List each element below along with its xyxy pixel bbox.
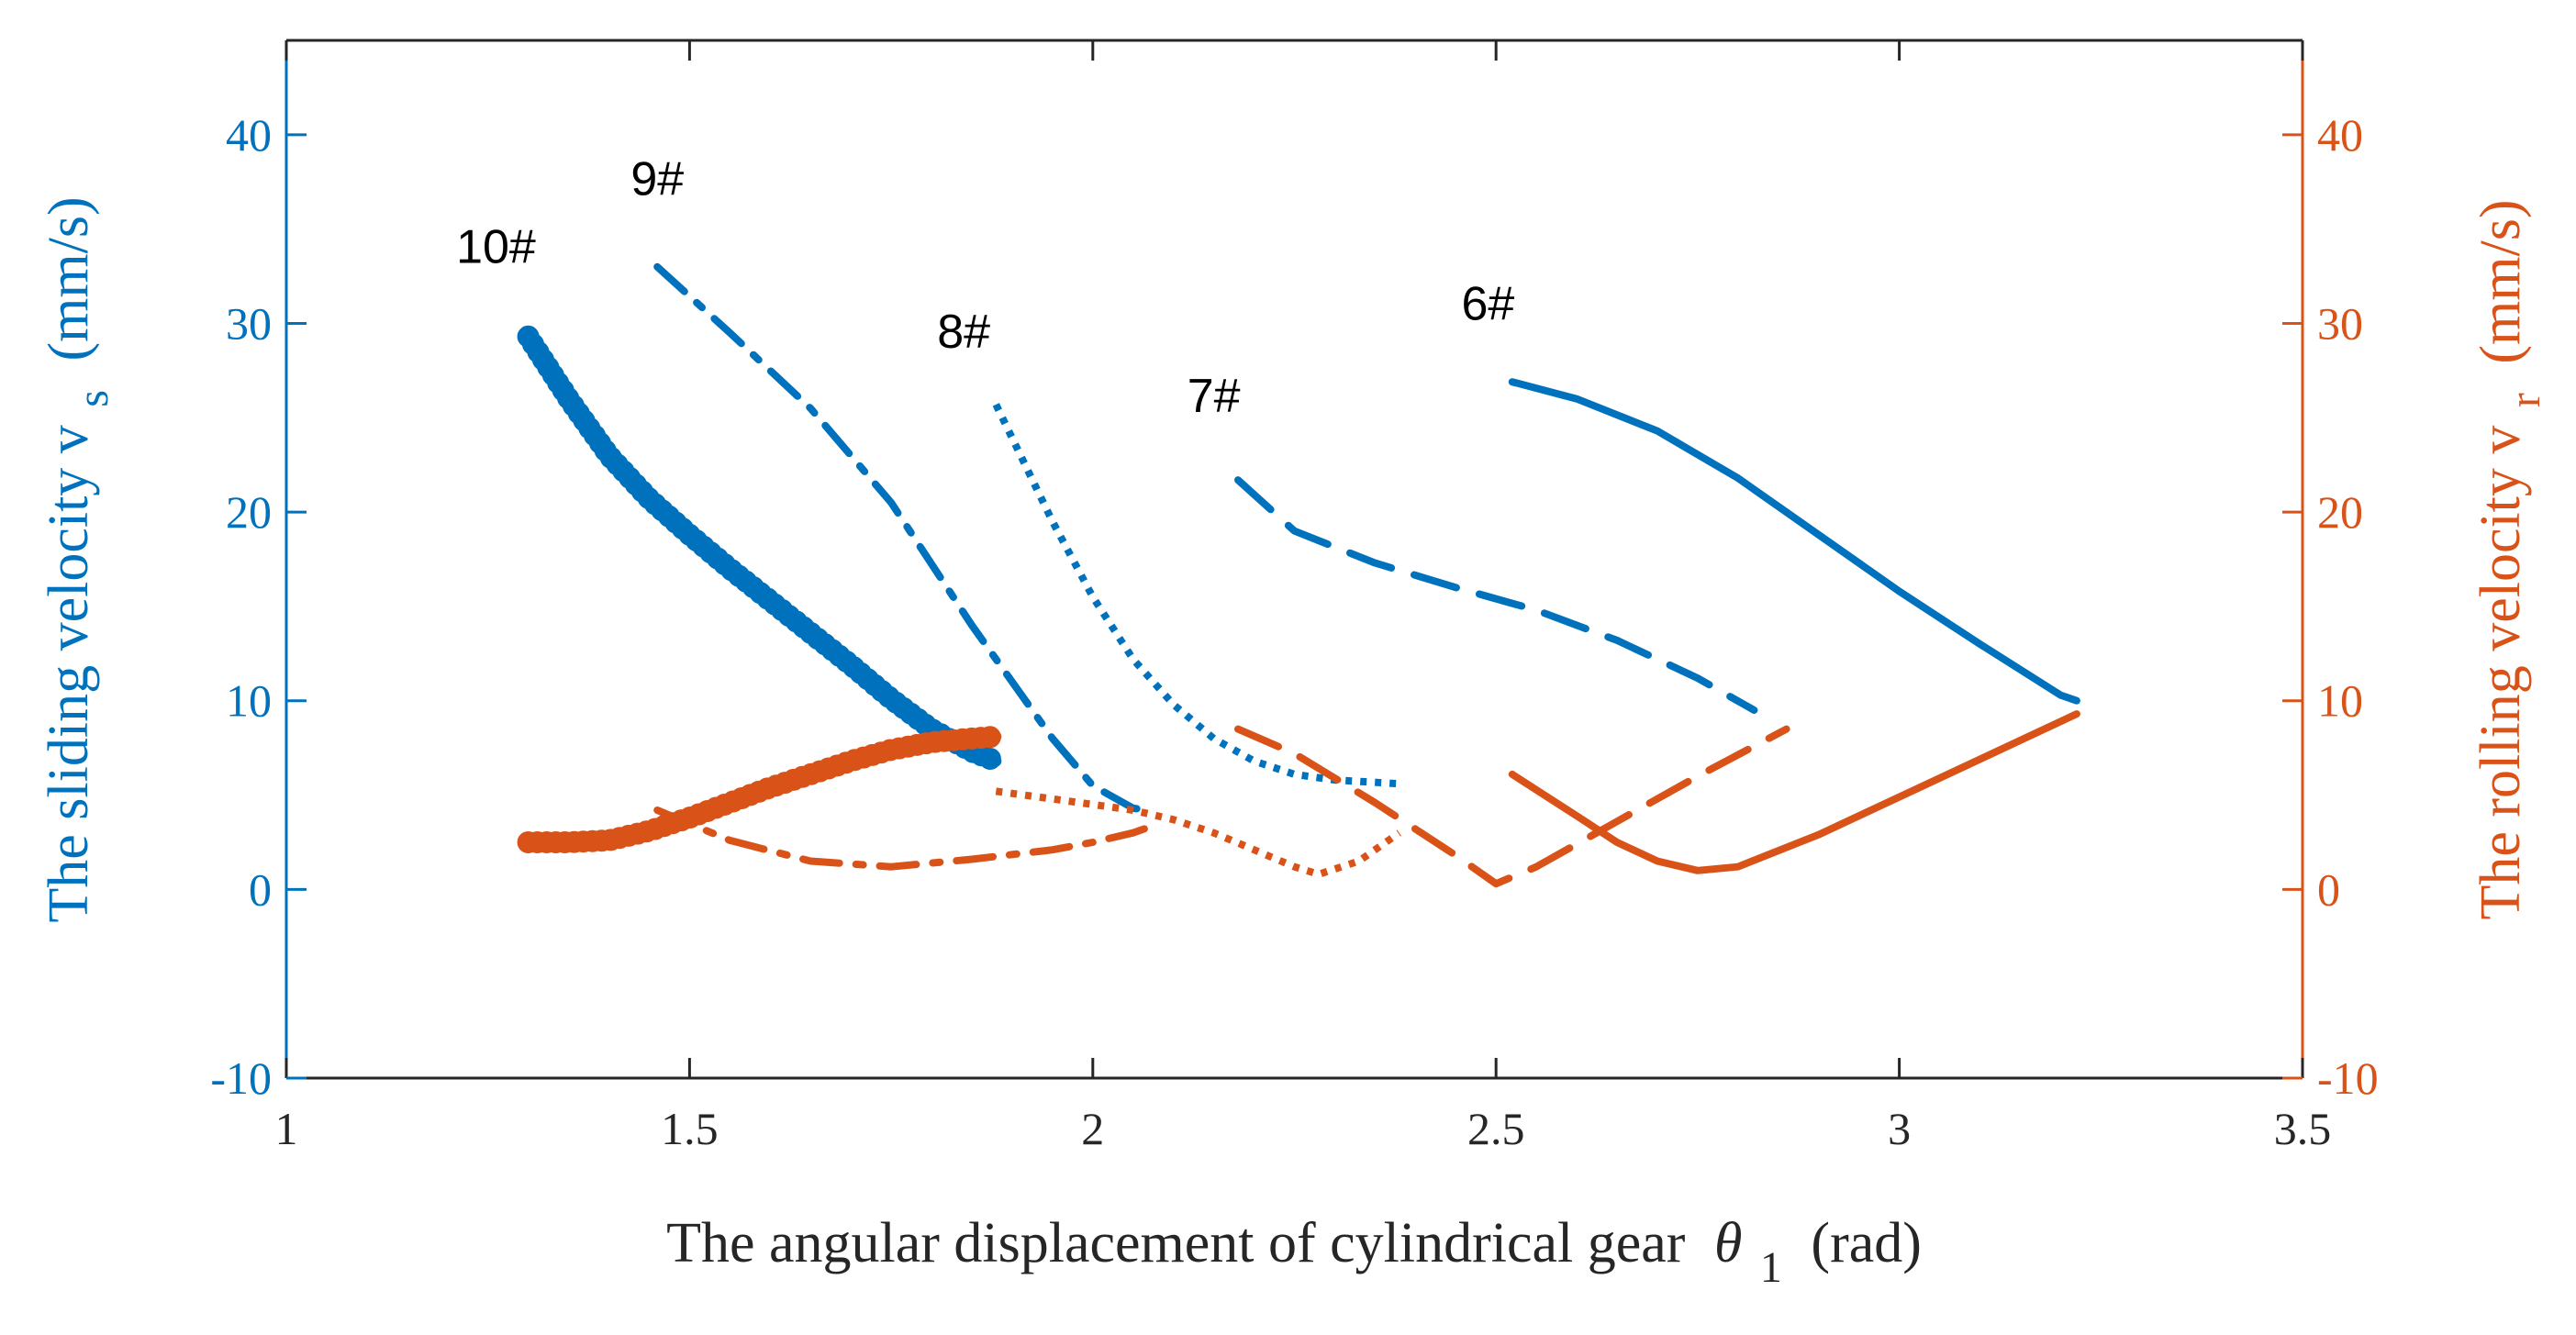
x-axis-title-main: The angular displacement of cylindrical …	[666, 1212, 1686, 1274]
annotations-layer: 10# 9# 8# 7# 6#	[456, 153, 1514, 423]
y-right-tick-label: -10	[2317, 1052, 2379, 1104]
y-right-tick-label: 20	[2317, 486, 2363, 538]
x-axis-title-symbol: θ	[1714, 1212, 1742, 1274]
x-tick-label: 3.5	[2274, 1103, 2332, 1154]
y-left-tick-label: 30	[226, 297, 272, 349]
y-left-tick-label: 20	[226, 486, 272, 538]
y-right-tick-label: 10	[2317, 675, 2363, 727]
x-axis-title-subscript: 1	[1760, 1243, 1782, 1292]
x-axis-title: The angular displacement of cylindrical …	[666, 1212, 1922, 1295]
series-line-9-rolling-velocity	[653, 807, 1154, 871]
y-left-tick-label: 40	[226, 109, 272, 161]
series-line-8-rolling-velocity	[995, 787, 1401, 878]
series-layer	[517, 262, 2080, 888]
x-tick-label: 1	[275, 1103, 298, 1154]
series-9-sliding-velocity	[653, 262, 1154, 814]
y-right-title-main: The rolling velocity v	[2470, 426, 2532, 920]
series-line-7-sliding-velocity	[1234, 476, 1758, 714]
y-right-tick-label: 30	[2317, 297, 2363, 349]
series-7-sliding-velocity	[1234, 476, 1758, 714]
annotation-label: 10#	[456, 221, 536, 274]
series-8-rolling-velocity	[995, 787, 1401, 878]
plot-background	[286, 40, 2303, 1078]
series-marker-10-sliding-velocity	[978, 748, 1001, 770]
axes-layer	[284, 39, 2304, 1080]
y-left-title-main: The sliding velocity v	[38, 425, 100, 922]
series-line-9-sliding-velocity	[653, 262, 1154, 814]
annotation-label: 6#	[1461, 277, 1514, 330]
series-6-sliding-velocity	[1508, 378, 2080, 705]
series-9-rolling-velocity	[653, 807, 1154, 871]
y-left-tick-label: 0	[249, 863, 272, 915]
x-tick-label: 1.5	[661, 1103, 719, 1154]
y-left-tick-label: -10	[210, 1052, 272, 1104]
x-tick-label: 3	[1888, 1103, 1911, 1154]
x-axis-title-unit: (rad)	[1811, 1212, 1921, 1274]
y-left-tick-label: 10	[226, 675, 272, 727]
x-tick-label: 2.5	[1467, 1103, 1525, 1154]
y-left-title-subscript: s	[69, 390, 117, 407]
x-tick-label: 2	[1081, 1103, 1104, 1154]
annotation-label: 8#	[937, 306, 990, 359]
y-right-axis-title: The rolling velocity v r (mm/s)	[2470, 199, 2552, 919]
y-left-axis-title: The sliding velocity v s (mm/s)	[38, 196, 120, 922]
series-line-6-sliding-velocity	[1508, 378, 2080, 705]
series-marker-10-rolling-velocity	[978, 726, 1001, 749]
y-right-title-subscript: r	[2501, 393, 2549, 407]
series-line-7-rolling-velocity	[1234, 725, 1790, 888]
series-7-rolling-velocity	[1234, 725, 1790, 888]
series-10-rolling-velocity	[517, 726, 1002, 853]
annotation-label: 9#	[630, 153, 684, 206]
y-right-tick-label: 40	[2317, 109, 2363, 161]
y-right-tick-label: 0	[2317, 863, 2340, 915]
series-6-rolling-velocity	[1508, 710, 2080, 874]
series-line-6-rolling-velocity	[1508, 710, 2080, 874]
y-left-title-unit: (mm/s)	[38, 196, 100, 361]
y-right-title-unit: (mm/s)	[2470, 199, 2532, 363]
annotation-label: 7#	[1188, 370, 1241, 423]
